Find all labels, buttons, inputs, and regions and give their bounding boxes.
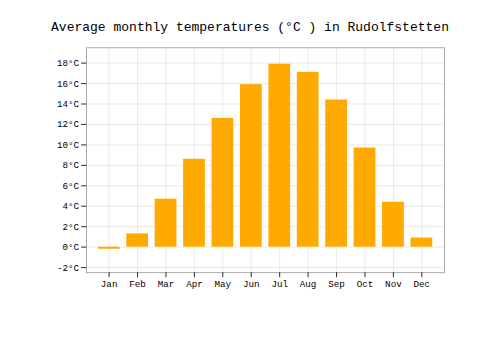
svg-text:2°C: 2°C (62, 222, 79, 233)
svg-text:4°C: 4°C (62, 201, 79, 212)
svg-text:18°C: 18°C (57, 58, 80, 69)
svg-text:0°C: 0°C (62, 242, 79, 253)
svg-text:Aug: Aug (300, 279, 317, 290)
svg-text:Mar: Mar (158, 279, 175, 290)
svg-text:Sep: Sep (328, 279, 345, 290)
svg-text:-2°C: -2°C (57, 263, 80, 274)
svg-text:8°C: 8°C (62, 160, 79, 171)
svg-text:14°C: 14°C (57, 99, 80, 110)
svg-text:Nov: Nov (385, 279, 402, 290)
svg-text:Jul: Jul (271, 279, 288, 290)
svg-text:16°C: 16°C (57, 79, 80, 90)
svg-text:Oct: Oct (357, 279, 374, 290)
svg-text:Apr: Apr (186, 279, 203, 290)
svg-text:6°C: 6°C (62, 181, 79, 192)
svg-text:May: May (215, 279, 232, 290)
svg-text:12°C: 12°C (57, 119, 80, 130)
svg-text:Jun: Jun (243, 279, 260, 290)
html-text:Average monthly temperatures (: Average monthly temperatures (°C ) in Ru… (51, 20, 449, 35)
svg-text:Feb: Feb (129, 279, 146, 290)
svg-text:Dec: Dec (414, 279, 431, 290)
svg-text:Jan: Jan (101, 279, 118, 290)
svg-text:10°C: 10°C (57, 140, 80, 151)
